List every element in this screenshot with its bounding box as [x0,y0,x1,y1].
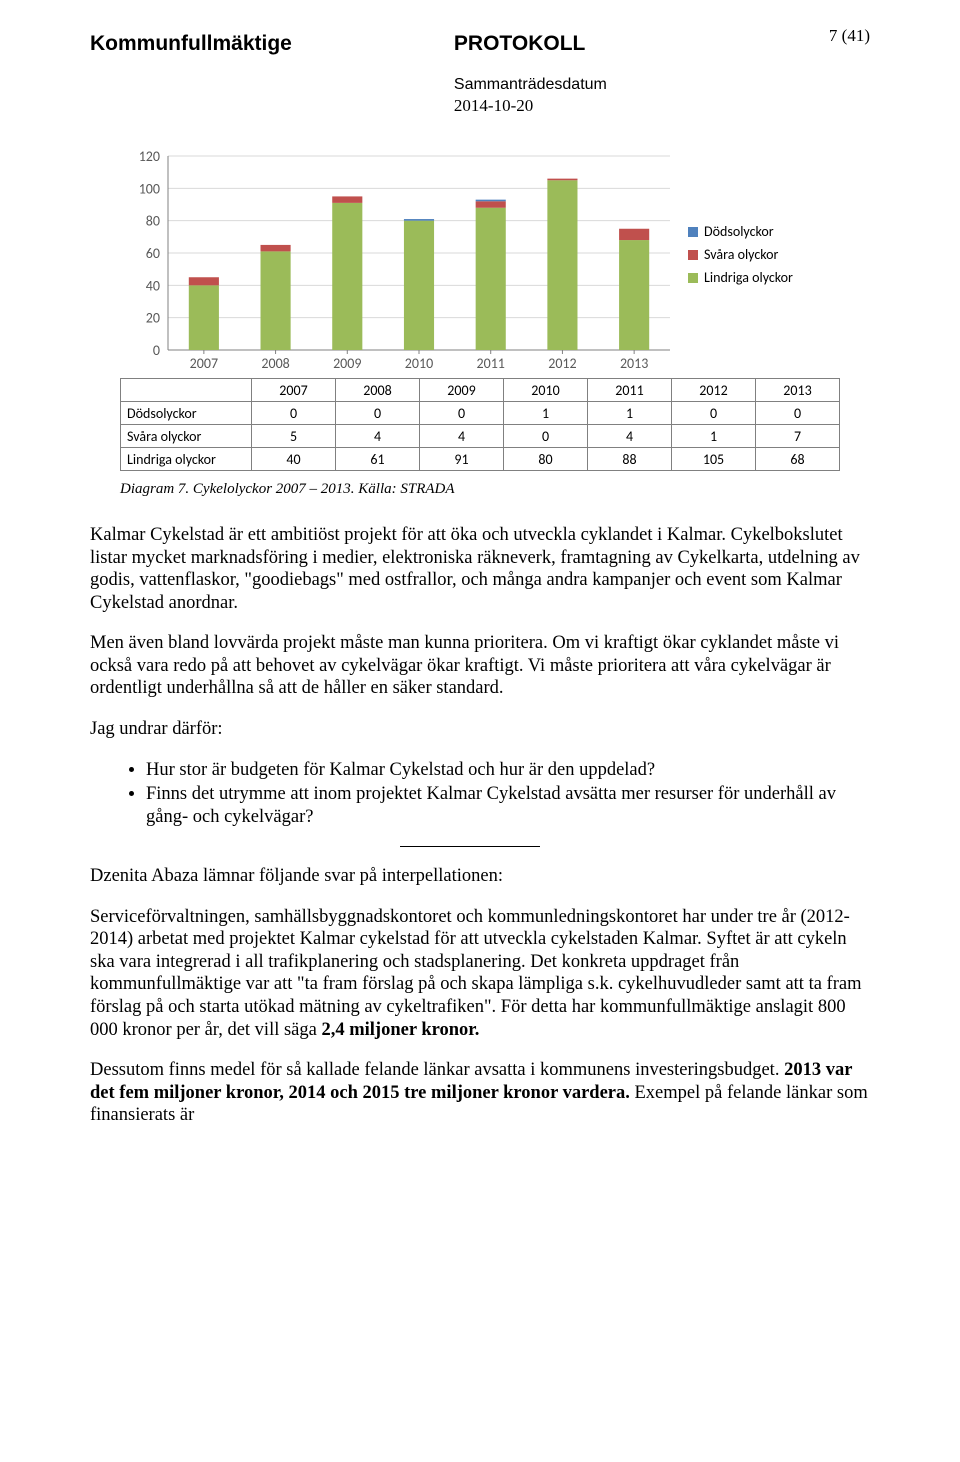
table-cell: 0 [420,402,504,425]
page-number: 7 (41) [829,26,870,46]
paragraph: Dzenita Abaza lämnar följande svar på in… [90,865,870,888]
svg-text:20: 20 [146,310,160,327]
legend-item: Lindriga olyckor [688,269,793,286]
table-cell: 40 [252,448,336,471]
svg-text:80: 80 [146,213,160,230]
svg-text:60: 60 [146,245,160,262]
table-col-header: 2009 [420,379,504,402]
table-col-header: 2008 [336,379,420,402]
table-cell: 105 [672,448,756,471]
table-cell: 0 [672,402,756,425]
bullet-list: Hur stor är budgeten för Kalmar Cykelsta… [90,759,870,829]
legend-item: Dödsolyckor [688,223,793,240]
table-row-header: Dödsolyckor [121,402,252,425]
svg-text:100: 100 [139,180,160,197]
text-run: Dessutom finns medel för så kallade fela… [90,1060,784,1080]
table-cell: 4 [588,425,672,448]
table-col-header: 2007 [252,379,336,402]
table-cell: 5 [252,425,336,448]
table-cell: 1 [588,402,672,425]
svg-text:0: 0 [153,342,160,359]
legend-label: Dödsolyckor [704,223,774,240]
svg-text:120: 120 [139,148,160,165]
table-col-header: 2012 [672,379,756,402]
table-cell: 68 [756,448,840,471]
svg-text:2013: 2013 [620,355,648,372]
table-cell: 0 [336,402,420,425]
svg-text:2007: 2007 [190,355,218,372]
paragraph: Dessutom finns medel för så kallade fela… [90,1059,870,1127]
svg-text:2011: 2011 [477,355,505,372]
bullet-item: Finns det utrymme att inom projektet Kal… [146,783,870,828]
table-row-header: Svåra olyckor [121,425,252,448]
svg-text:2012: 2012 [548,355,576,372]
table-col-header: 2010 [504,379,588,402]
separator-line [400,846,540,847]
paragraph: Serviceförvaltningen, samhällsbyggnadsko… [90,906,870,1041]
text-bold: 2,4 miljoner kronor. [321,1020,479,1040]
chart-block: 0204060801001202007200820092010201120122… [120,148,840,498]
table-cell: 80 [504,448,588,471]
header-sublabel: Sammanträdesdatum [454,76,607,94]
chart-legend: Dödsolyckor Svåra olyckor Lindriga olyckor [688,223,793,292]
chart-caption: Diagram 7. Cykelolyckor 2007 – 2013. Käl… [120,481,840,498]
table-corner [121,379,252,402]
table-col-header: 2011 [588,379,672,402]
bullet-item: Hur stor är budgeten för Kalmar Cykelsta… [146,759,870,782]
legend-label: Svåra olyckor [704,246,778,263]
table-cell: 1 [504,402,588,425]
legend-swatch [688,227,698,237]
table-cell: 0 [504,425,588,448]
paragraph: Kalmar Cykelstad är ett ambitiöst projek… [90,524,870,614]
table-cell: 0 [252,402,336,425]
table-cell: 88 [588,448,672,471]
legend-swatch [688,273,698,283]
svg-text:2010: 2010 [405,355,433,372]
paragraph: Jag undrar därför: [90,718,870,741]
table-cell: 4 [336,425,420,448]
header-entity: Kommunfullmäktige [90,32,292,56]
header-center: PROTOKOLL Sammanträdesdatum 2014-10-20 [454,32,607,116]
svg-text:2009: 2009 [333,355,361,372]
page: Kommunfullmäktige PROTOKOLL Sammanträdes… [0,0,960,1462]
legend-item: Svåra olyckor [688,246,793,263]
header-title: PROTOKOLL [454,32,607,56]
table-cell: 7 [756,425,840,448]
table-cell: 1 [672,425,756,448]
page-header: Kommunfullmäktige PROTOKOLL Sammanträdes… [90,32,870,116]
table-cell: 61 [336,448,420,471]
legend-label: Lindriga olyckor [704,269,793,286]
header-date: 2014-10-20 [454,96,607,116]
table-col-header: 2013 [756,379,840,402]
table-cell: 4 [420,425,504,448]
table-cell: 0 [756,402,840,425]
svg-text:40: 40 [146,277,160,294]
legend-swatch [688,250,698,260]
svg-text:2008: 2008 [261,355,289,372]
paragraph: Men även bland lovvärda projekt måste ma… [90,632,870,700]
table-cell: 91 [420,448,504,471]
body-text: Kalmar Cykelstad är ett ambitiöst projek… [90,524,870,1127]
table-row-header: Lindriga olyckor [121,448,252,471]
chart-data-table: 2007200820092010201120122013Dödsolyckor0… [120,378,840,471]
